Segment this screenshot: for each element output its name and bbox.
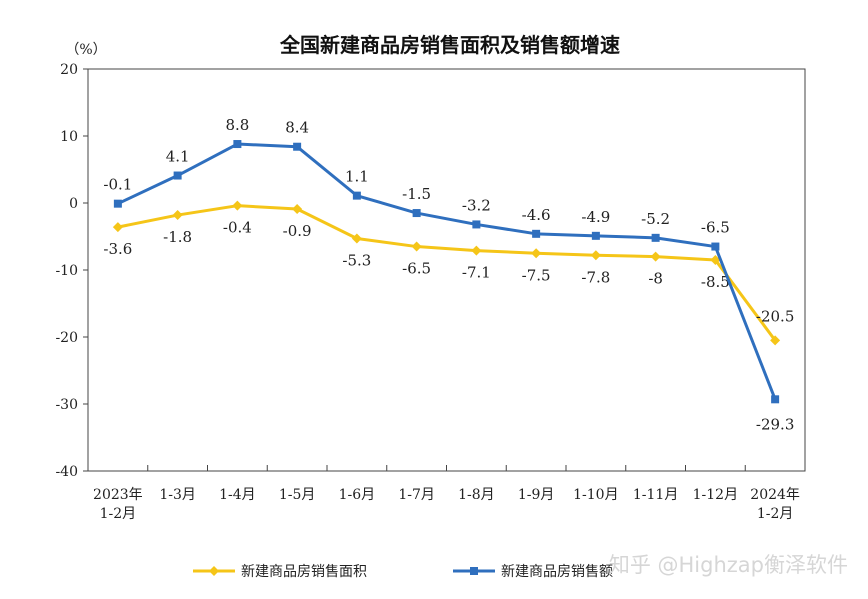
data-label: 8.4 (285, 119, 309, 137)
data-point (112, 222, 123, 233)
data-label: -6.5 (402, 260, 431, 278)
data-label: -8.5 (701, 273, 730, 291)
data-label: 4.1 (166, 148, 190, 166)
x-tick-label: 1-12月 (693, 487, 738, 503)
data-point (352, 191, 361, 200)
y-tick-label: 0 (69, 196, 78, 212)
y-tick-label: -20 (55, 330, 78, 346)
x-tick-label: 1-7月 (398, 487, 435, 503)
data-label: -6.5 (701, 219, 730, 237)
data-label: -8 (648, 270, 663, 288)
data-point (771, 395, 780, 404)
data-point (351, 233, 362, 244)
data-label: -29.3 (756, 415, 794, 433)
data-label: -1.5 (402, 185, 431, 203)
data-point (293, 142, 302, 151)
data-point (412, 209, 421, 218)
x-tick-label: 1-9月 (518, 487, 555, 503)
data-label: -0.1 (103, 176, 132, 194)
data-label: -5.3 (342, 252, 371, 270)
y-tick-label: -10 (55, 263, 78, 279)
series-line-1 (117, 142, 777, 400)
data-label: -7.5 (522, 266, 551, 284)
data-point (471, 245, 482, 256)
data-label: -7.1 (462, 264, 491, 282)
y-tick-label: -40 (55, 464, 78, 480)
x-tick-label: 1-2月 (757, 506, 794, 522)
data-point (531, 248, 542, 259)
x-tick-label: 1-6月 (339, 487, 376, 503)
data-label: -4.9 (581, 208, 610, 226)
legend-marker (470, 567, 478, 575)
x-axis: 2023年 1-2月 1-3月 1-4月 1-5月 1-6月 1-7月 1-8月 1-9月 1-1… (93, 465, 800, 522)
y-tick-label: 20 (60, 62, 78, 78)
x-tick-label: 1-8月 (458, 487, 495, 503)
data-point (651, 233, 660, 242)
x-tick-label: 1-10月 (573, 487, 618, 503)
x-tick-label: 1-2月 (100, 506, 137, 522)
x-tick-label: 1-4月 (219, 487, 256, 503)
data-point (232, 200, 243, 211)
data-label: -20.5 (756, 307, 794, 325)
data-label: -0.9 (283, 222, 312, 240)
legend: 新建商品房销售面积 新建商品房销售额 (193, 564, 613, 580)
data-point (173, 171, 182, 180)
y-tick-label: 10 (60, 129, 78, 145)
data-label: -3.6 (103, 240, 132, 258)
y-tick-label: -30 (55, 397, 78, 413)
data-label: -1.8 (163, 228, 192, 246)
data-label: -5.2 (641, 210, 670, 228)
data-label: -0.4 (223, 219, 252, 237)
x-tick-label: 1-5月 (279, 487, 316, 503)
x-tick-label: 1-3月 (159, 487, 196, 503)
data-point (591, 231, 600, 240)
data-label: -7.8 (581, 268, 610, 286)
series-layer: -3.6 -1.8 -0.4 -0.9 -5.3 -6.5 -7.1 -7.5 -7.8 -8 -8… (103, 116, 794, 433)
data-point (770, 335, 781, 346)
data-label: 1.1 (345, 168, 369, 186)
data-label: -3.2 (462, 196, 491, 214)
chart-title: 全国新建商品房销售面积及销售额增速 (279, 33, 620, 57)
data-label: -4.6 (522, 206, 551, 224)
x-tick-label: 2024年 (750, 487, 800, 503)
series-line-0 (117, 204, 777, 342)
legend-label: 新建商品房销售额 (501, 564, 613, 580)
legend-label: 新建商品房销售面积 (241, 564, 367, 580)
plot-frame (87, 68, 806, 472)
y-axis: 20 10 0 -10 -20 -30 -40 (55, 62, 88, 480)
legend-marker (209, 566, 219, 576)
x-tick-label: 1-11月 (633, 487, 678, 503)
data-point (650, 251, 661, 262)
data-point (590, 250, 601, 261)
data-label: 8.8 (225, 116, 249, 134)
data-point (292, 204, 303, 215)
y-unit-label: （%） (65, 42, 106, 58)
x-tick-label: 2023年 (93, 487, 143, 503)
data-point (411, 241, 422, 252)
data-point (472, 220, 481, 229)
data-point (711, 242, 720, 251)
watermark: 知乎 @Highzap衡泽软件 (609, 553, 848, 577)
data-point (113, 199, 122, 208)
data-point (233, 140, 242, 149)
data-point (172, 210, 183, 221)
data-point (532, 229, 541, 238)
data-point (710, 254, 721, 265)
